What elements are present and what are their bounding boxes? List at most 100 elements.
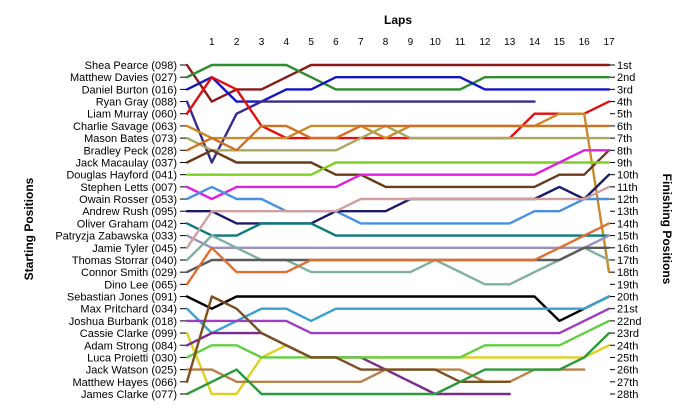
- finishing-position-label: 5th: [617, 109, 632, 121]
- starting-position-label: Luca Proietti (030): [87, 352, 177, 364]
- series-line-2: [185, 63, 611, 91]
- finishing-position-label: 12th: [617, 194, 638, 206]
- lap-tick-label: 6: [333, 37, 339, 48]
- lap-tick-label: 12: [479, 37, 491, 48]
- series-line-4: [185, 100, 536, 164]
- finishing-position-label: 10th: [617, 170, 638, 182]
- starting-position-label: Jack Watson (025): [86, 365, 177, 377]
- series-line-22: [185, 307, 611, 335]
- starting-position-label: Stephen Letts (007): [80, 182, 177, 194]
- lap-tick-label: 17: [603, 37, 615, 48]
- finishing-position-label: 21st: [617, 304, 638, 316]
- starting-position-label: Shea Pearce (098): [85, 60, 177, 72]
- finishing-position-label: 25th: [617, 352, 638, 364]
- series-line-1: [185, 63, 611, 103]
- lap-tick-label: 9: [408, 37, 414, 48]
- series-line-15: [185, 234, 611, 249]
- series-line-19: [185, 222, 611, 286]
- lap-tick-label: 2: [234, 37, 240, 48]
- lap-tick-label: 4: [284, 37, 290, 48]
- starting-position-label: Daniel Burton (016): [82, 84, 177, 96]
- series-line-8: [185, 124, 611, 152]
- finishing-positions-axis-title: Finishing Positions: [660, 174, 674, 285]
- starting-position-label: Liam Murray (060): [87, 109, 177, 121]
- lap-tick-label: 16: [579, 37, 591, 48]
- lap-tick-label: 15: [554, 37, 566, 48]
- series-line-9: [185, 149, 611, 189]
- starting-position-label: Adam Strong (084): [84, 340, 177, 352]
- finishing-position-label: 8th: [617, 145, 632, 157]
- starting-positions-axis-title: Starting Positions: [22, 177, 36, 280]
- finishing-position-label: 27th: [617, 377, 638, 389]
- starting-position-label: Charlie Savage (063): [73, 121, 177, 133]
- series-line-5: [185, 76, 611, 140]
- starting-position-label: Patryzja Zabawska (033): [55, 231, 177, 243]
- starting-position-label: Andrew Rush (095): [82, 206, 177, 218]
- starting-position-label: Oliver Graham (042): [77, 218, 177, 230]
- starting-position-label: Sebastian Jones (091): [67, 292, 177, 304]
- lap-tick-label: 3: [259, 37, 265, 48]
- starting-position-label: Dino Lee (065): [104, 279, 177, 291]
- finishing-position-label: 26th: [617, 365, 638, 377]
- finishing-position-label: 13th: [617, 206, 638, 218]
- finishing-position-label: 28th: [617, 389, 638, 401]
- lap-tick-label: 14: [529, 37, 541, 48]
- finishing-position-label: 6th: [617, 121, 632, 133]
- series-line-13: [185, 173, 611, 225]
- starting-position-label: Douglas Hayford (041): [66, 170, 177, 182]
- finishing-position-label: 3rd: [617, 84, 633, 96]
- finishing-position-label: 23rd: [617, 328, 639, 340]
- lap-tick-label: 13: [504, 37, 516, 48]
- chart-title: Laps: [384, 13, 412, 27]
- lap-tick-label: 7: [358, 37, 364, 48]
- finishing-position-label: 15th: [617, 231, 638, 243]
- starting-position-label: Matthew Davies (027): [70, 72, 177, 84]
- starting-position-label: Max Pritchard (034): [80, 304, 177, 316]
- series-line-21: [185, 295, 611, 335]
- finishing-position-label: 24th: [617, 340, 638, 352]
- lap-tick-label: 1: [209, 37, 215, 48]
- series-line-23: [185, 331, 611, 396]
- finishing-position-label: 1st: [617, 60, 632, 72]
- starting-position-labels: Shea Pearce (098)Matthew Davies (027)Dan…: [55, 60, 186, 401]
- finishing-position-label: 20th: [617, 292, 638, 304]
- lap-tick-label: 8: [383, 37, 389, 48]
- starting-position-label: Joshua Burbank (018): [69, 316, 177, 328]
- finishing-position-label: 7th: [617, 133, 632, 145]
- finishing-position-label: 17th: [617, 255, 638, 267]
- finishing-position-label: 2nd: [617, 72, 635, 84]
- starting-position-label: Bradley Peck (028): [83, 145, 177, 157]
- series-line-17: [185, 234, 611, 286]
- starting-position-label: Cassie Clarke (099): [80, 328, 177, 340]
- series-line-12: [185, 185, 611, 225]
- starting-position-label: Matthew Hayes (066): [72, 377, 177, 389]
- series-line-7: [185, 124, 611, 152]
- finishing-position-labels: 1st2nd3rd4th5th6th7th8th9th10th11th12th1…: [610, 60, 641, 401]
- series-line-16: [185, 185, 611, 249]
- series-line-3: [185, 76, 611, 103]
- starting-position-label: Owain Rosser (053): [79, 194, 177, 206]
- starting-position-label: Jamie Tyler (045): [92, 243, 177, 255]
- lap-tick-labels: 1 2 3 4 5 6 7 8 9 10 11 12 13 14 15 16 17: [209, 37, 615, 48]
- finishing-position-label: 11th: [617, 182, 638, 194]
- series-line-11: [185, 149, 611, 201]
- series-line-10: [185, 161, 611, 176]
- starting-position-label: Connor Smith (029): [81, 267, 177, 279]
- series-line-25: [185, 319, 611, 359]
- finishing-position-label: 4th: [617, 97, 632, 109]
- starting-position-label: Ryan Gray (088): [96, 97, 177, 109]
- finishing-position-label: 18th: [617, 267, 638, 279]
- starting-position-label: James Clarke (077): [81, 389, 177, 401]
- lap-tick-label: 11: [455, 37, 466, 48]
- starting-position-label: Mason Bates (073): [84, 133, 177, 145]
- lap-tick-label: 5: [308, 37, 314, 48]
- finishing-position-label: 22nd: [617, 316, 641, 328]
- series-line-27: [185, 295, 511, 383]
- starting-position-label: Thomas Storrar (040): [72, 255, 177, 267]
- starting-position-label: Jack Macaulay (037): [76, 157, 178, 169]
- finishing-position-label: 9th: [617, 157, 632, 169]
- series-line-28: [185, 331, 611, 396]
- finishing-position-label: 19th: [617, 279, 638, 291]
